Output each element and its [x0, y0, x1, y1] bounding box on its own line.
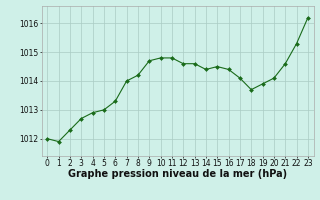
X-axis label: Graphe pression niveau de la mer (hPa): Graphe pression niveau de la mer (hPa) [68, 169, 287, 179]
